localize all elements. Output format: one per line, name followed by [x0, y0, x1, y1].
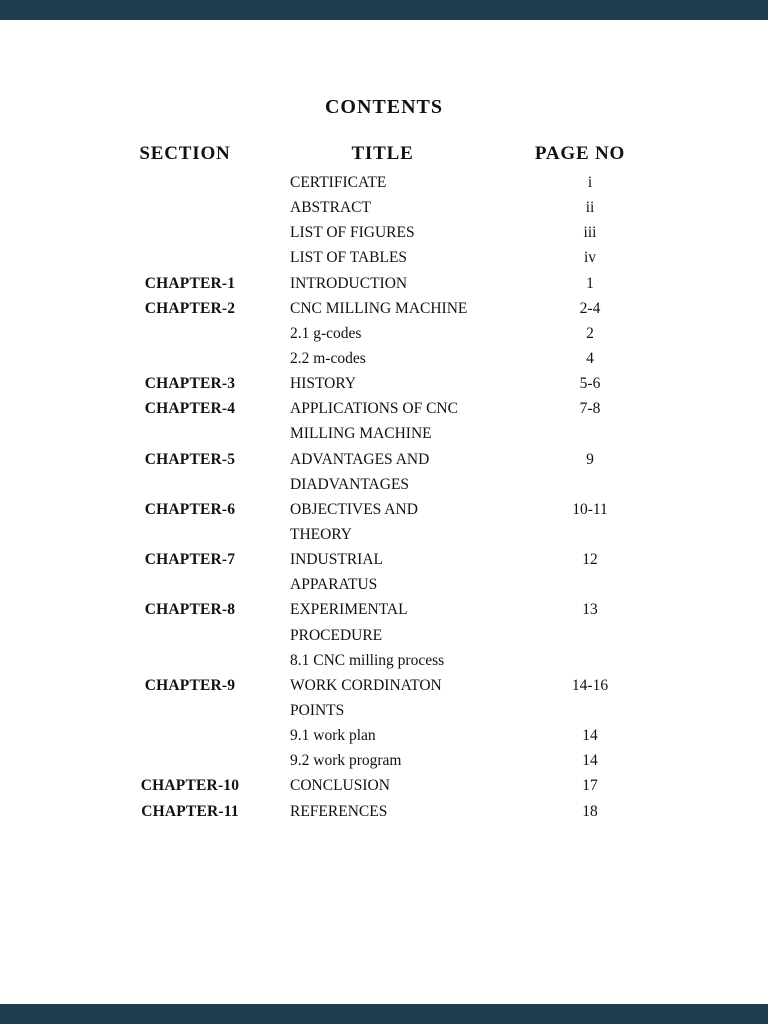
toc-title-cell: APPARATUS: [290, 576, 378, 594]
toc-page-cell: 4: [586, 349, 594, 367]
toc-page-cell: 2-4: [579, 299, 601, 317]
toc-title-cell: EXPERIMENTAL: [290, 601, 408, 619]
toc-title-cell: POINTS: [290, 701, 345, 719]
toc-title-cell: MILLING MACHINE: [290, 425, 432, 443]
toc-row: 2.1 g-codes 2: [0, 321, 768, 346]
toc-section-cell: CHAPTER-10: [140, 777, 240, 795]
toc-page-cell: 14-16: [571, 676, 609, 694]
toc-row: LIST OF FIGURES iii: [0, 220, 768, 245]
toc-page-cell: 7-8: [579, 400, 601, 418]
toc-page-cell: i: [587, 174, 593, 191]
toc-title-cell: THEORY: [290, 525, 352, 543]
toc-row: 2.2 m-codes 4: [0, 346, 768, 371]
toc-section-cell: CHAPTER-6: [144, 500, 236, 518]
toc-section-cell: CHAPTER-5: [144, 450, 236, 468]
toc-title-cell: INTRODUCTION: [290, 274, 408, 292]
toc-page-cell: 14: [582, 752, 598, 770]
toc-page-cell: 9: [586, 450, 594, 468]
toc-row: APPARATUS: [0, 572, 768, 597]
toc-title-cell: ABSTRACT: [290, 199, 371, 217]
toc-title-cell: CONCLUSION: [290, 777, 390, 795]
viewer-bottom-letterbox: [0, 1004, 768, 1024]
toc-page-cell: iv: [583, 249, 597, 267]
toc-page-cell: 1: [586, 274, 594, 292]
toc-section-cell: CHAPTER-11: [141, 802, 239, 820]
toc-title-cell: LIST OF FIGURES: [290, 224, 415, 242]
toc-section-cell: CHAPTER-4: [144, 400, 236, 418]
toc-section-cell: CHAPTER-1: [144, 274, 236, 292]
toc-title-cell: WORK CORDINATON: [290, 676, 442, 694]
toc-page-cell: 14: [582, 727, 598, 745]
toc-title-cell: 8.1 CNC milling process: [290, 651, 445, 669]
toc-row: CHAPTER-3 HISTORY 5-6: [0, 371, 768, 396]
toc-row: POINTS: [0, 698, 768, 723]
toc-title-cell: 2.2 m-codes: [290, 349, 366, 367]
page-title: CONTENTS: [324, 96, 444, 118]
toc-page-cell: 17: [582, 777, 598, 795]
toc-title-cell: 2.1 g-codes: [290, 324, 362, 342]
column-header-page-no: PAGE NO: [534, 143, 626, 164]
toc-row: CHAPTER-5 ADVANTAGES AND 9: [0, 447, 768, 472]
toc-title-cell: HISTORY: [290, 375, 357, 393]
toc-title-cell: ADVANTAGES AND: [290, 450, 430, 468]
column-header-section: SECTION: [139, 143, 231, 164]
toc-page-cell: iii: [583, 224, 597, 242]
toc-section-cell: CHAPTER-7: [144, 551, 236, 569]
viewer-top-letterbox: [0, 0, 768, 20]
toc-page-cell: 12: [582, 551, 598, 569]
toc-row: PROCEDURE: [0, 623, 768, 648]
toc-page-cell: 18: [582, 802, 598, 820]
toc-row: DIADVANTAGES: [0, 472, 768, 497]
toc-page-cell: 13: [582, 601, 598, 619]
toc-title-cell: PROCEDURE: [290, 626, 383, 644]
toc-row: CHAPTER-1 INTRODUCTION 1: [0, 271, 768, 296]
toc-row: CERTIFICATE i: [0, 170, 768, 195]
toc-page-cell: ii: [585, 199, 595, 217]
toc-title-cell: 9.2 work program: [290, 752, 402, 770]
toc-row: CHAPTER-7 INDUSTRIAL 12: [0, 547, 768, 572]
toc-row: LIST OF TABLES iv: [0, 245, 768, 270]
toc-page-cell: 2: [586, 324, 594, 342]
toc-row: CHAPTER-10 CONCLUSION 17: [0, 773, 768, 798]
column-header-title: TITLE: [351, 143, 414, 164]
toc-title-cell: LIST OF TABLES: [290, 249, 408, 267]
toc-row: 9.1 work plan 14: [0, 723, 768, 748]
toc-section-cell: CHAPTER-8: [144, 601, 236, 619]
toc-row: MILLING MACHINE: [0, 421, 768, 446]
toc-title-cell: CERTIFICATE: [290, 174, 387, 191]
toc-row: ABSTRACT ii: [0, 195, 768, 220]
toc-title-cell: CNC MILLING MACHINE: [290, 299, 468, 317]
toc-row: CHAPTER-11 REFERENCES 18: [0, 799, 768, 824]
toc-title-cell: OBJECTIVES AND: [290, 500, 418, 518]
toc-title-cell: DIADVANTAGES: [290, 475, 410, 493]
toc-row: CHAPTER-6 OBJECTIVES AND 10-11: [0, 497, 768, 522]
toc-page-cell: 5-6: [579, 375, 601, 393]
toc-row: 8.1 CNC milling process: [0, 648, 768, 673]
toc-title-cell: REFERENCES: [290, 802, 388, 820]
toc-title-cell: APPLICATIONS OF CNC: [290, 400, 458, 418]
toc-row: 9.2 work program 14: [0, 748, 768, 773]
toc-title-cell: 9.1 work plan: [290, 727, 376, 745]
toc-row: CHAPTER-4 APPLICATIONS OF CNC 7-8: [0, 396, 768, 421]
toc-section-cell: CHAPTER-9: [144, 676, 236, 694]
toc-row: CHAPTER-8 EXPERIMENTAL 13: [0, 597, 768, 622]
toc-section-cell: CHAPTER-2: [144, 299, 236, 317]
toc-table: CERTIFICATE i ABSTRACT ii LIST OF FIGURES iii…: [0, 170, 768, 824]
toc-row: CHAPTER-9 WORK CORDINATON 14-16: [0, 673, 768, 698]
toc-page-cell: 10-11: [572, 500, 608, 518]
toc-section-cell: CHAPTER-3: [144, 375, 236, 393]
toc-title-cell: INDUSTRIAL: [290, 551, 383, 569]
document-page: CONTENTS SECTION TITLE PAGE NO CERTIFICA…: [0, 20, 768, 1004]
toc-row: CHAPTER-2 CNC MILLING MACHINE 2-4: [0, 296, 768, 321]
toc-row: THEORY: [0, 522, 768, 547]
